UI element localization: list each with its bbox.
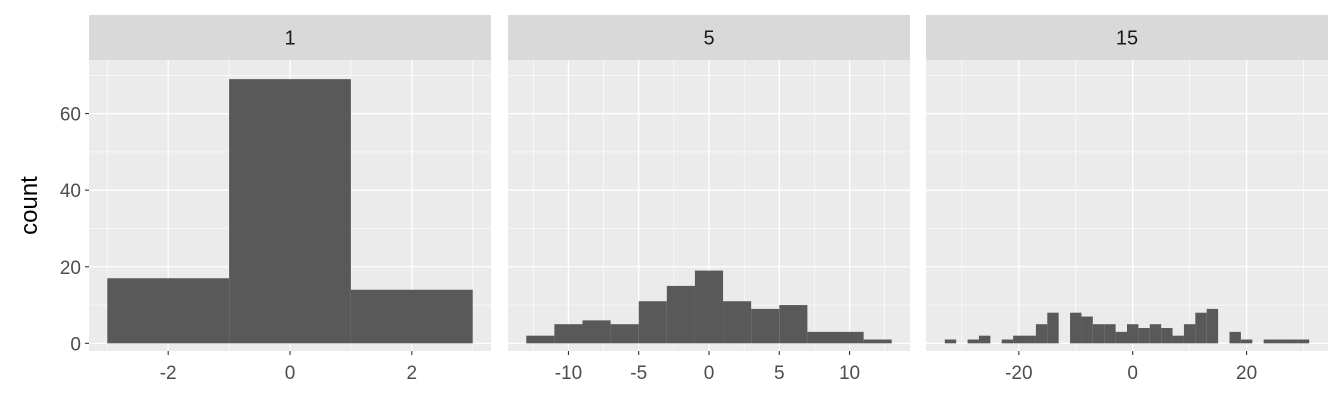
facet-strip-label: 1 [284, 28, 295, 50]
histogram-bar [1297, 339, 1310, 344]
histogram-bar [1070, 312, 1082, 344]
histogram-bar [978, 335, 991, 344]
histogram-bar [1001, 339, 1014, 344]
histogram-bar [723, 301, 752, 344]
histogram-bar [1286, 339, 1298, 344]
histogram-bar [863, 339, 892, 344]
y-tick-label: 0 [70, 334, 81, 355]
histogram-bar [1092, 324, 1105, 344]
histogram-bar [582, 320, 611, 344]
histogram-bar [350, 289, 473, 344]
facet-strip [89, 15, 491, 60]
histogram-bar [666, 285, 695, 344]
x-tick-label: 5 [774, 363, 785, 384]
histogram-bar [694, 270, 724, 344]
facet-strip-label: 5 [703, 28, 714, 50]
histogram-bar [1081, 316, 1093, 344]
y-axis-title: count [16, 176, 43, 235]
histogram-bar [1024, 335, 1036, 344]
histogram-bar [526, 335, 555, 344]
y-axis-title-group: count [16, 176, 43, 235]
histogram-bar [751, 308, 780, 344]
histogram-bar [1127, 324, 1139, 344]
histogram-bar [1195, 312, 1207, 344]
panel-background [926, 60, 1328, 351]
histogram-bar [229, 79, 351, 344]
histogram-bar [638, 301, 667, 344]
histogram-bar [835, 331, 864, 344]
histogram-bar [1263, 339, 1276, 344]
facet-panel-15: 15 -20 0 20 [926, 15, 1328, 384]
histogram-bar [944, 339, 957, 344]
histogram-bar [1172, 335, 1184, 344]
histogram-bar [554, 324, 583, 344]
x-tick-label: -10 [555, 363, 582, 384]
histogram-bar [1240, 339, 1253, 344]
y-tick-label: 40 [60, 181, 81, 202]
x-tick-label: 0 [285, 363, 296, 384]
x-tick-label: -2 [160, 363, 177, 384]
x-tick-label: 20 [1236, 363, 1257, 384]
histogram-bar [1035, 324, 1048, 344]
facet-panel-5: 5 -10 -5 0 5 10 [508, 15, 910, 384]
histogram-bar [1104, 324, 1116, 344]
facet-panel-1: 1 -2 0 2 [89, 15, 491, 384]
histogram-bar [1047, 312, 1059, 344]
facet-strip [508, 15, 910, 60]
histogram-bar [107, 278, 230, 344]
y-tick-label: 20 [60, 258, 81, 279]
x-tick-label: 2 [407, 363, 418, 384]
histogram-bar [1161, 328, 1173, 344]
histogram-bar [1183, 324, 1196, 344]
facet-strip [926, 15, 1328, 60]
histogram-bar [1013, 335, 1025, 344]
x-tick-label: 10 [839, 363, 860, 384]
histogram-bar [1206, 308, 1219, 344]
y-axis: 0 20 40 60 [60, 105, 89, 355]
histogram-bar [1229, 331, 1241, 344]
x-tick-label: -5 [630, 363, 647, 384]
x-tick-label: 0 [704, 363, 715, 384]
histogram-bar [1115, 331, 1127, 344]
x-tick-label: 0 [1127, 363, 1138, 384]
histogram-bar [807, 331, 836, 344]
histogram-bar [1275, 339, 1287, 344]
y-tick-label: 60 [60, 105, 81, 126]
histogram-bar [1149, 324, 1162, 344]
histogram-bar [610, 324, 639, 344]
x-tick-label: -20 [1005, 363, 1032, 384]
histogram-bar [779, 305, 808, 344]
facet-strip-label: 15 [1116, 28, 1138, 50]
histogram-bar [967, 339, 979, 344]
histogram-bar [1138, 328, 1150, 344]
